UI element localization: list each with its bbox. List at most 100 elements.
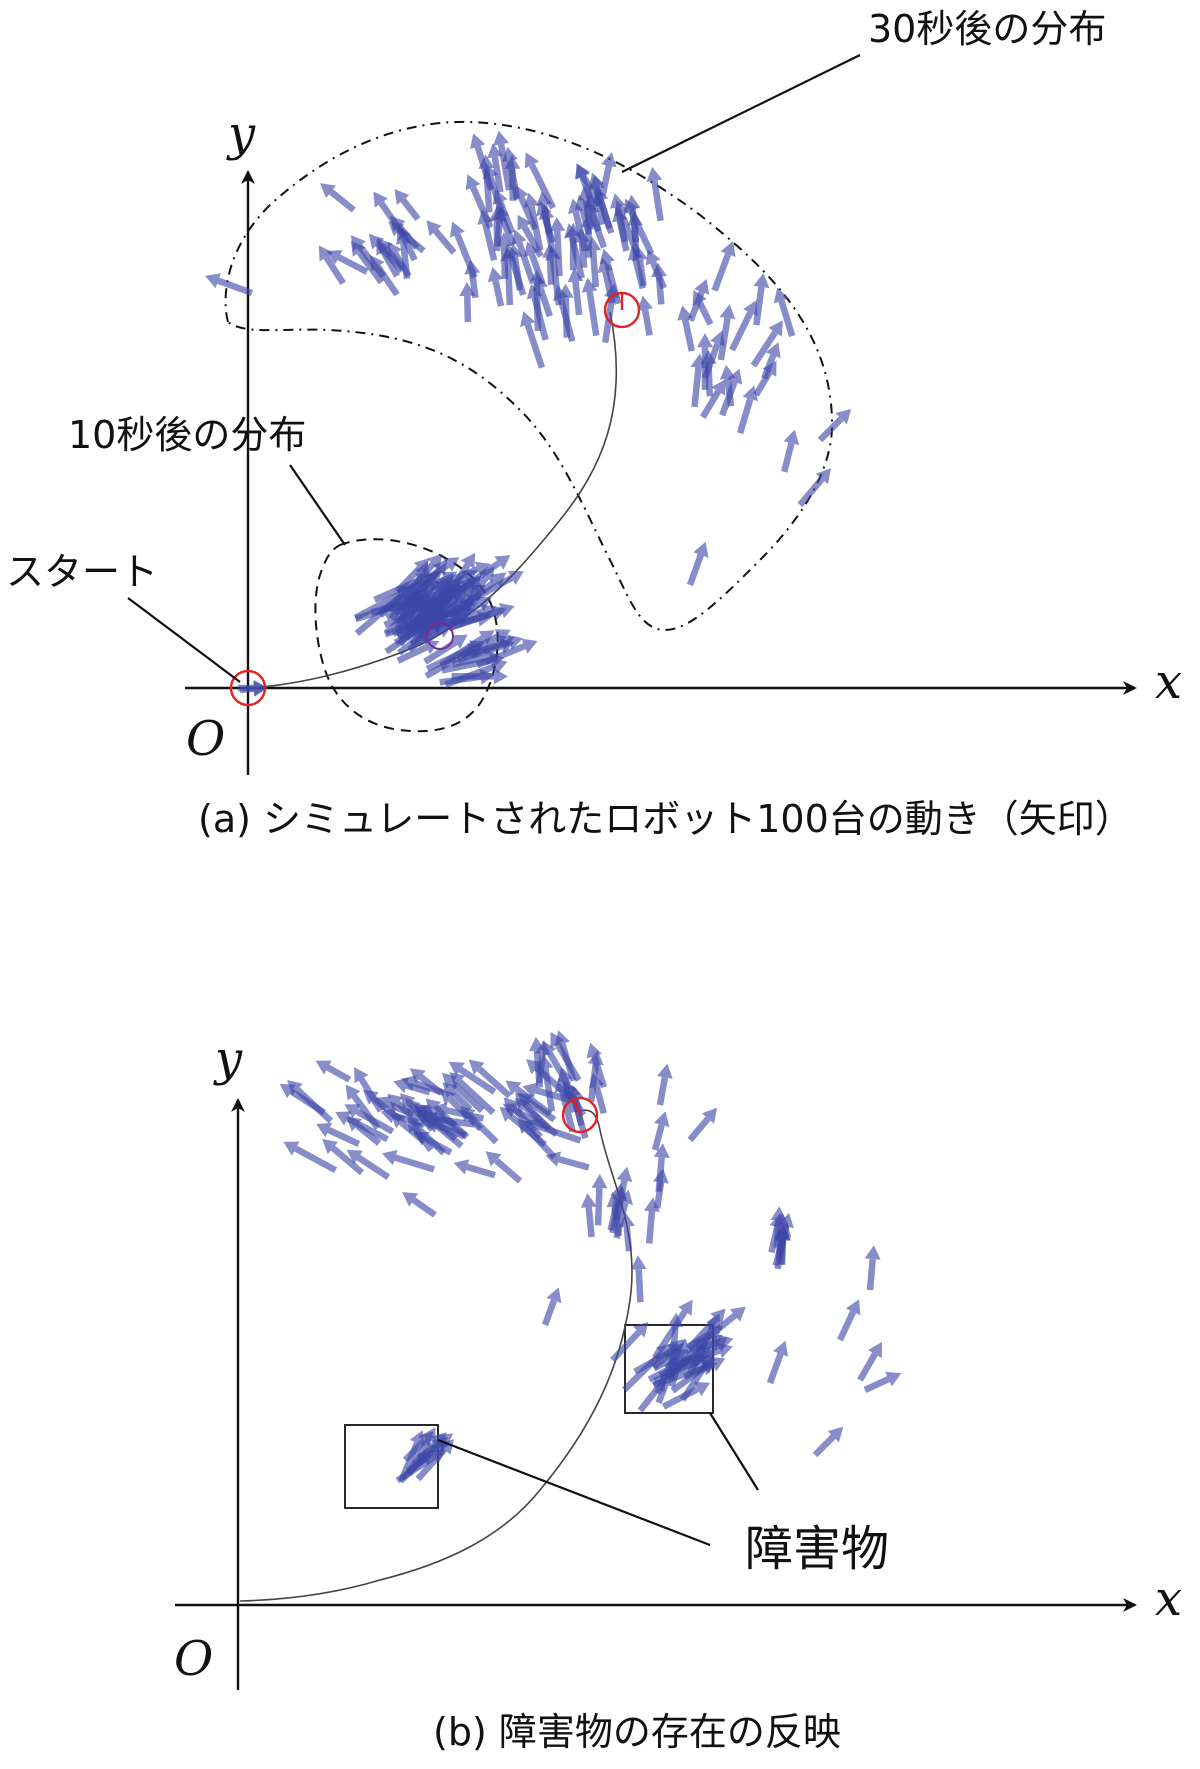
- leader-10s: [289, 464, 346, 546]
- robot-arrow-head: [350, 240, 366, 257]
- robot-arrow-head: [487, 266, 504, 283]
- robot-arrow-head: [720, 241, 736, 257]
- robot-arrow-shaft: [705, 363, 713, 397]
- robot-arrow-head: [437, 1433, 454, 1449]
- robot-arrow-head: [492, 189, 508, 205]
- robot-arrow-head: [453, 1159, 470, 1175]
- robot-arrow-head: [469, 584, 486, 600]
- robot-arrow-shaft: [736, 397, 754, 435]
- robot-arrow-head: [401, 1075, 417, 1091]
- robot-arrow-head: [578, 185, 594, 201]
- robot-arrow-head: [488, 206, 505, 221]
- robot-arrow-shaft: [700, 389, 721, 419]
- robot-arrow-head: [205, 273, 221, 289]
- robot-arrow-shaft: [781, 442, 795, 473]
- robot-arrow-head: [493, 130, 509, 146]
- robot-arrow-head: [326, 250, 343, 265]
- robot-arrow-shaft: [354, 1122, 382, 1146]
- robot-arrow-shaft: [468, 273, 479, 299]
- robot-arrow-shaft: [691, 367, 702, 408]
- robot-arrow-head: [507, 570, 524, 585]
- robot-arrow-shaft: [426, 1108, 458, 1128]
- robot-arrow-shaft: [559, 1042, 577, 1082]
- robot-arrow-shaft: [588, 213, 608, 249]
- robot-arrow-head: [451, 634, 468, 649]
- robot-arrow-head: [545, 245, 561, 261]
- robot-arrow-shaft: [326, 1064, 352, 1083]
- robot-arrow-shaft: [386, 1100, 415, 1118]
- robot-arrow-head: [554, 1077, 570, 1093]
- robot-arrow-head: [591, 1174, 608, 1189]
- robot-arrow-head: [770, 1206, 787, 1221]
- robot-arrow-head: [630, 1255, 647, 1270]
- robot-arrow-head: [765, 342, 781, 359]
- robot-arrow-shaft: [645, 1210, 656, 1244]
- robot-arrow-shaft: [358, 1077, 384, 1113]
- robot-arrow-head: [474, 561, 491, 577]
- robot-arrow-head: [461, 570, 478, 585]
- robot-arrow-shaft: [392, 251, 412, 278]
- robot-arrow-shaft: [750, 330, 778, 368]
- robot-arrow-shaft: [510, 1105, 543, 1140]
- robot-arrow-shaft: [482, 222, 498, 262]
- robot-arrow-head: [477, 209, 493, 225]
- marker-current-b: [561, 1096, 599, 1134]
- robot-arrow-shaft: [418, 590, 448, 622]
- robot-arrow-shaft: [456, 639, 503, 664]
- robot-arrow-shaft: [396, 644, 428, 664]
- robot-arrow-head: [524, 152, 540, 169]
- label-30s: 30秒後の分布: [868, 7, 1106, 51]
- robot-arrow-head: [768, 320, 783, 337]
- robot-arrow-head: [410, 1120, 426, 1137]
- robot-arrow-head: [653, 1143, 670, 1158]
- robot-arrow-head: [773, 1340, 789, 1357]
- robot-arrow-head: [394, 189, 410, 205]
- robot-arrow-head: [565, 1083, 581, 1099]
- robot-arrow-shaft: [651, 1124, 665, 1151]
- robot-arrows-b: [279, 1030, 902, 1484]
- robot-arrow-head: [423, 639, 440, 655]
- robot-arrow-shaft: [593, 188, 606, 225]
- robot-arrow-shaft: [497, 200, 516, 235]
- robot-arrow-shaft: [466, 1163, 496, 1179]
- robot-arrow-shaft: [500, 246, 509, 279]
- robot-arrow-shaft: [775, 1225, 790, 1261]
- robot-arrow-head: [420, 593, 436, 610]
- robot-arrow-shaft: [623, 1226, 633, 1252]
- region-30s: [224, 120, 834, 632]
- robot-arrow-head: [815, 468, 831, 485]
- robot-arrow-head: [522, 1082, 538, 1098]
- robot-arrow-shaft: [653, 1181, 665, 1209]
- robot-arrow-shaft: [494, 1157, 523, 1184]
- robot-arrow-head: [432, 1102, 448, 1118]
- robot-arrow-shaft: [558, 1089, 576, 1133]
- robot-arrow-head: [484, 649, 500, 666]
- robot-arrow-shaft: [766, 1352, 784, 1385]
- robot-arrow-head: [864, 1245, 881, 1260]
- robot-arrow-shaft: [394, 1154, 435, 1173]
- robot-arrow-head: [485, 1151, 502, 1167]
- robot-arrow-head: [448, 1061, 465, 1077]
- robot-arrow-shaft: [632, 258, 646, 290]
- robot-arrow-head: [381, 1149, 398, 1166]
- robot-arrow-head: [487, 143, 503, 159]
- robot-arrow-shaft: [613, 1179, 628, 1221]
- robot-arrow-shaft: [768, 1226, 781, 1254]
- robot-arrow-head: [526, 283, 543, 300]
- robot-arrow-head: [494, 555, 511, 570]
- robot-arrow-shaft: [812, 1434, 836, 1458]
- origin-label-a: O: [186, 711, 225, 767]
- robot-arrow-shaft: [411, 1197, 437, 1218]
- robot-arrow-head: [409, 1068, 426, 1084]
- robot-arrow-head: [421, 1427, 436, 1444]
- robot-arrow-shaft: [837, 1310, 857, 1342]
- robot-arrow-shaft: [416, 1438, 444, 1461]
- robot-arrow-head: [432, 559, 448, 576]
- robot-arrow-head: [719, 364, 736, 380]
- robot-arrow-shaft: [586, 290, 600, 337]
- robot-arrow-shaft: [594, 1187, 603, 1226]
- robot-arrow-head: [717, 1343, 733, 1359]
- robot-arrow-shaft: [686, 553, 704, 587]
- robot-arrow-head: [694, 1382, 711, 1397]
